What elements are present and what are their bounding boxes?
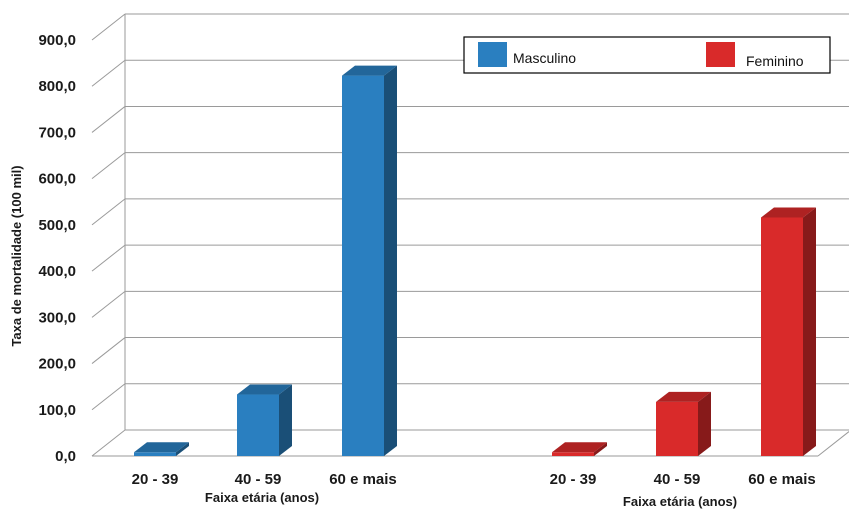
grid-line-diagonal xyxy=(91,198,126,226)
x-tick-label: 40 - 59 xyxy=(654,471,701,488)
grid-line-diagonal xyxy=(91,152,126,180)
bar-top xyxy=(761,207,816,218)
y-tick-label: 700,0 xyxy=(38,124,76,141)
bar-feminino-2 xyxy=(761,207,816,456)
x-tick-label: 60 e mais xyxy=(748,471,816,488)
bar-front xyxy=(237,394,279,456)
y-tick-label: 200,0 xyxy=(38,356,76,373)
bar-side xyxy=(698,391,711,456)
y-axis-title: Taxa de mortalidade (100 mil) xyxy=(9,165,24,346)
grid-line-diagonal xyxy=(91,244,126,272)
bar-side xyxy=(176,442,189,456)
bar-side xyxy=(594,442,607,456)
bar-side xyxy=(279,384,292,456)
y-tick-label: 900,0 xyxy=(38,32,76,49)
bar-top xyxy=(656,391,711,402)
grid-line-diagonal xyxy=(91,106,126,133)
bar-front xyxy=(761,217,803,456)
bar-front xyxy=(552,452,594,456)
x-tick-label: 20 - 39 xyxy=(550,471,597,488)
legend-box xyxy=(463,36,831,74)
y-tick-label: 100,0 xyxy=(38,402,76,419)
bar-feminino-1 xyxy=(656,391,711,456)
grid-line-diagonal xyxy=(91,383,126,411)
grid-line-diagonal xyxy=(91,13,126,41)
category-labels: 20 - 39 40 - 59 60 e mais 20 - 39 40 - 59 60 … xyxy=(132,471,816,488)
y-tick-label: 600,0 xyxy=(38,171,76,188)
bar-side xyxy=(384,65,397,456)
bar-top xyxy=(552,442,607,453)
legend-label-masculino: Masculino xyxy=(513,50,576,66)
legend: Masculino Feminino xyxy=(463,36,831,74)
x-tick-label: 60 e mais xyxy=(329,471,397,488)
bar-front xyxy=(342,75,384,456)
bar-top xyxy=(342,65,397,76)
grid-lines xyxy=(91,13,849,457)
bar-masculino-0 xyxy=(134,442,189,456)
bar-masculino-1 xyxy=(237,384,292,456)
bar-side xyxy=(803,207,816,456)
legend-swatch-masculino xyxy=(478,42,507,67)
grid-line-diagonal xyxy=(91,290,126,318)
y-tick-label: 400,0 xyxy=(38,263,76,280)
x-axis-title-masculino: Faixa etária (anos) xyxy=(205,490,319,505)
bar-feminino-0 xyxy=(552,442,607,456)
legend-label-feminino: Feminino xyxy=(746,53,804,69)
bar-front xyxy=(656,401,698,456)
y-tick-label: 500,0 xyxy=(38,217,76,234)
grid-line-diagonal xyxy=(91,59,126,87)
grid-line-diagonal xyxy=(91,429,126,457)
y-tick-label: 800,0 xyxy=(38,78,76,95)
bar-front xyxy=(134,452,176,456)
bar-top xyxy=(237,384,292,395)
x-axis-title-feminino: Faixa etária (anos) xyxy=(623,494,737,509)
grid-line-diagonal xyxy=(91,337,126,364)
y-tick-labels: 0,0 100,0 200,0 300,0 400,0 500,0 600,0 700,0 80… xyxy=(38,32,76,465)
x-tick-label: 40 - 59 xyxy=(235,471,282,488)
bars xyxy=(134,65,816,456)
y-tick-label: 0,0 xyxy=(55,448,76,465)
legend-swatch-feminino xyxy=(706,42,735,67)
y-tick-label: 300,0 xyxy=(38,309,76,326)
x-tick-label: 20 - 39 xyxy=(132,471,179,488)
floor-right-edge xyxy=(817,431,849,457)
bar-top xyxy=(134,442,189,453)
bar-masculino-2 xyxy=(342,65,397,456)
